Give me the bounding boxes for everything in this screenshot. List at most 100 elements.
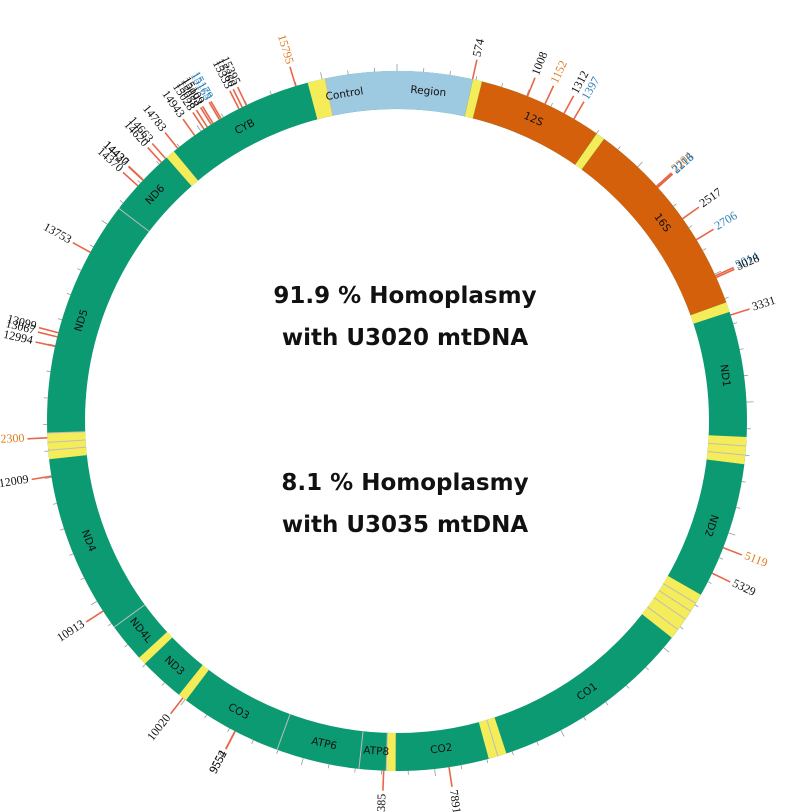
scale-tick [80,577,85,581]
variant-label: 1008 [528,50,550,77]
ring-separator [324,78,334,116]
ring-segment [166,151,199,187]
variant-label: 2216 [669,150,696,176]
ring-separator [113,604,146,628]
scale-tick [475,76,478,81]
scale-tick [124,644,128,648]
scale-tick [645,666,649,671]
variant-line [232,88,243,108]
variant-line [657,173,674,189]
scale-tick [728,532,736,536]
scale-tick [57,318,63,321]
ring-separator [647,606,679,630]
ring-separator [486,719,499,757]
scale-tick [688,225,693,229]
scale-tick [596,129,600,134]
scale-tick [733,322,738,325]
scale-tick [269,90,272,95]
ring-separator [47,439,86,443]
gene-label: Control [325,85,364,103]
variant-line [448,766,453,788]
gene-label: CO2 [430,742,454,757]
scale-tick [161,682,165,686]
center-text: with U3035 mtDNA [282,512,529,538]
scale-tick [251,739,254,744]
ring-segment [307,78,333,120]
variant-line [122,171,139,187]
variant-line [147,147,162,163]
variant-line [195,109,208,128]
variant-line [210,100,222,119]
variant-label: 574 [469,37,487,58]
variant-line [38,326,59,334]
gene-label: Region [410,84,447,99]
scale-tick [736,507,741,509]
variant-line [229,90,240,110]
scale-tick [320,72,323,80]
variant-line [37,331,58,338]
variant-label: 3028 [734,251,762,274]
variant-line [199,107,212,125]
scale-tick [108,623,112,627]
variant-line [85,610,104,623]
variant-line [730,308,750,316]
ring-segment [581,138,727,316]
scale-tick [89,244,94,248]
scale-tick [196,125,202,132]
gene-label: ATP6 [310,735,338,752]
variant-line [128,165,144,181]
scale-tick [536,741,539,746]
variant-line [224,730,236,750]
ring-segment [178,665,209,701]
scale-tick [702,248,707,251]
variant-label: 7891 [447,789,464,812]
ring-separator [653,597,686,620]
variant-line [236,86,247,106]
variant-line [31,475,52,481]
ring-separator [276,713,291,750]
variant-label: 2706 [712,208,740,232]
variant-label: 10020 [144,711,173,743]
variant-line [164,132,179,149]
center-text: 91.9 % Homoplasmy [273,283,536,309]
ring-separator [385,732,388,771]
variant-line [35,341,56,348]
genome-ring [43,64,754,776]
scale-tick [460,765,463,770]
scale-tick [511,751,514,756]
scale-tick [221,113,224,118]
scale-tick [176,143,180,148]
scale-tick [434,768,436,776]
ring-separator [708,442,747,447]
ring-separator [118,208,150,232]
variant-line [656,172,673,187]
scale-tick [724,296,729,299]
variant-line [72,241,91,254]
scale-tick [449,71,451,76]
scale-tick [526,89,530,97]
scale-tick [486,759,489,764]
gene-label: ATP8 [363,745,389,759]
variant-line [192,111,205,130]
scale-tick [119,200,124,204]
variant-line [711,572,731,583]
scale-tick [679,626,684,630]
variant-line [526,77,536,97]
scale-tick [69,553,74,556]
variant-line [289,66,297,87]
variant-line [682,206,700,220]
scale-tick [44,476,52,479]
variant-line [722,546,743,556]
variant-label: 1152 [547,58,570,85]
scale-tick [60,528,65,531]
scale-tick [663,647,670,653]
ring-segment [325,71,473,117]
variant-label: 12009 [0,472,30,491]
ring-segment [575,133,605,170]
scale-tick [673,203,677,207]
scale-tick [327,764,330,769]
scale-tick [707,581,712,584]
variant-label: 5119 [743,548,770,570]
variant-line [201,105,214,124]
